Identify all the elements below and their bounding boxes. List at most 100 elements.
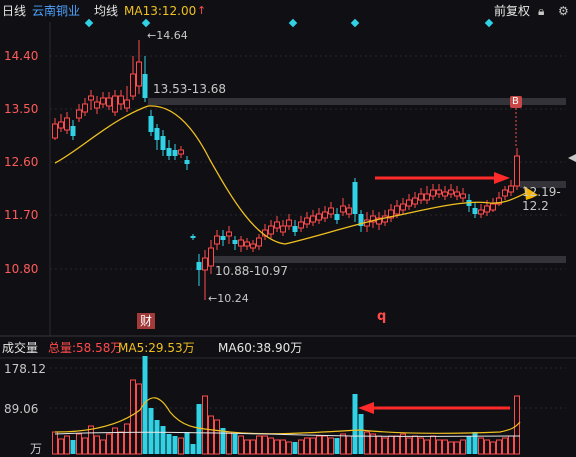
candle-body <box>280 225 286 233</box>
candle-body <box>112 95 118 113</box>
candle-body <box>142 74 148 98</box>
gear-icon[interactable]: ⚙ <box>558 4 569 18</box>
candle-body <box>136 61 142 87</box>
volume-bar <box>214 419 220 455</box>
volume-bar <box>286 441 292 455</box>
candle-body <box>214 235 220 245</box>
volume-ma60: MA60:38.90万 <box>218 341 303 355</box>
volume-bar <box>478 437 484 455</box>
volume-bar <box>100 439 106 455</box>
candle-body <box>88 95 94 101</box>
volume-bar <box>376 435 382 455</box>
adjust-button[interactable]: 前复权 <box>494 4 531 18</box>
lock-icon[interactable]: 🔒︎ <box>538 4 545 18</box>
support-label: 10.88-10.97 <box>215 264 289 278</box>
candle-body <box>148 116 154 132</box>
volume-bar <box>268 437 274 455</box>
volume-bar <box>250 439 256 455</box>
stock-name[interactable]: 云南铜业 <box>32 4 81 18</box>
volume-title[interactable]: 成交量 <box>2 341 39 355</box>
candle-body <box>370 215 376 223</box>
volume-bar <box>52 431 58 455</box>
event-diamond <box>84 18 94 28</box>
candle-body <box>328 207 334 215</box>
current-zone-label: 12.19-12.2 <box>522 185 561 213</box>
volume-bar <box>196 404 202 454</box>
candle-body <box>250 243 256 249</box>
volume-bar <box>364 431 370 455</box>
candle-body <box>76 109 82 119</box>
candle-body <box>52 123 58 139</box>
candle-body <box>220 236 226 240</box>
volume-bar <box>322 435 328 455</box>
candle-body <box>58 121 64 129</box>
volume-bar <box>442 439 448 455</box>
period-label[interactable]: 日线 <box>2 4 27 18</box>
volume-bar <box>202 395 208 455</box>
candle-body <box>244 241 250 247</box>
volume-bar <box>226 431 232 455</box>
red-arrow-volume <box>358 402 374 414</box>
candle-body <box>64 117 70 131</box>
candle-body <box>118 95 124 105</box>
price-tick-1: 14.40 <box>4 49 39 63</box>
candle-body <box>106 97 112 107</box>
volume-bar <box>220 428 226 454</box>
candle-body <box>352 182 358 214</box>
volume-bar <box>154 420 160 454</box>
volume-bar <box>112 427 118 455</box>
volume-bar <box>400 433 406 455</box>
candle-body <box>316 213 322 221</box>
candle-body <box>82 103 88 113</box>
finance-marker[interactable]: 财 <box>137 313 155 329</box>
candle-body <box>226 231 232 237</box>
candle-body <box>70 126 76 136</box>
volume-bar <box>190 444 196 454</box>
candle-body <box>460 193 466 199</box>
volume-bar <box>184 432 190 454</box>
candle-body <box>298 221 304 229</box>
volume-bar <box>262 435 268 455</box>
volume-bar <box>166 434 172 454</box>
candle-body <box>472 208 478 214</box>
candle-body <box>412 197 418 205</box>
volume-bar <box>460 439 466 455</box>
volume-tick-mid: 89.06 <box>4 402 39 416</box>
volume-bar <box>496 439 502 455</box>
volume-bar <box>316 435 322 455</box>
candle-body <box>514 155 520 187</box>
buy-marker-label[interactable]: B <box>512 96 519 107</box>
cursor-marker-icon <box>568 154 576 162</box>
vol-ma5-line <box>54 397 521 435</box>
volume-bar <box>466 436 472 454</box>
volume-bar <box>292 442 298 454</box>
buy-marker <box>510 96 522 108</box>
volume-total: 总量:58.58万 <box>48 341 123 355</box>
volume-bar <box>382 437 388 455</box>
volume-bar <box>502 437 508 455</box>
volume-bar <box>232 434 238 454</box>
candle-body <box>124 99 130 109</box>
candle-body <box>292 226 298 232</box>
volume-bar <box>484 439 490 455</box>
candle-body <box>94 101 100 109</box>
indicator-label[interactable]: 均线 <box>94 4 119 18</box>
candle-body <box>502 189 508 197</box>
volume-bar <box>334 438 340 454</box>
chart-header: 日线 云南铜业 均线 MA13:12.00 ↑ 前复权 🔒︎ ⚙ <box>0 0 576 22</box>
volume-bar <box>340 433 346 455</box>
volume-bar <box>472 432 478 454</box>
volume-bar <box>346 435 352 455</box>
volume-unit: 万 <box>30 442 43 456</box>
candle-body <box>130 73 136 97</box>
volume-bar <box>130 379 136 455</box>
volume-bar <box>424 439 430 455</box>
candle-body <box>154 128 160 140</box>
volume-bar <box>508 435 514 455</box>
candle-body <box>268 225 274 235</box>
price-tick-3: 12.60 <box>4 155 39 169</box>
candle-body <box>394 205 400 215</box>
candle-body <box>454 191 460 197</box>
high-annotation: ←14.64 <box>147 29 188 42</box>
